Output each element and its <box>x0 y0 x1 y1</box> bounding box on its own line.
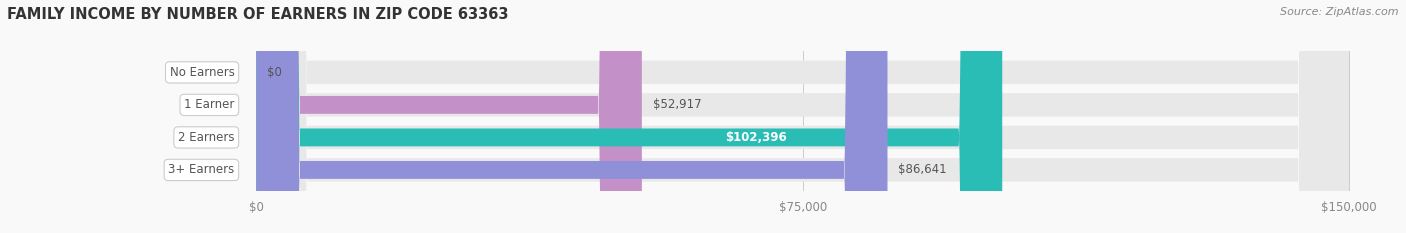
Text: No Earners: No Earners <box>170 66 235 79</box>
FancyBboxPatch shape <box>256 0 641 233</box>
Text: $102,396: $102,396 <box>725 131 787 144</box>
FancyBboxPatch shape <box>256 0 1348 233</box>
FancyBboxPatch shape <box>256 0 887 233</box>
Text: $86,641: $86,641 <box>898 163 948 176</box>
Text: 1 Earner: 1 Earner <box>184 98 235 111</box>
FancyBboxPatch shape <box>256 0 1348 233</box>
Text: $52,917: $52,917 <box>652 98 702 111</box>
Text: 2 Earners: 2 Earners <box>179 131 235 144</box>
Text: 3+ Earners: 3+ Earners <box>169 163 235 176</box>
Text: FAMILY INCOME BY NUMBER OF EARNERS IN ZIP CODE 63363: FAMILY INCOME BY NUMBER OF EARNERS IN ZI… <box>7 7 509 22</box>
Text: $0: $0 <box>267 66 283 79</box>
FancyBboxPatch shape <box>256 0 1348 233</box>
FancyBboxPatch shape <box>256 0 1348 233</box>
Text: Source: ZipAtlas.com: Source: ZipAtlas.com <box>1281 7 1399 17</box>
FancyBboxPatch shape <box>256 0 1002 233</box>
